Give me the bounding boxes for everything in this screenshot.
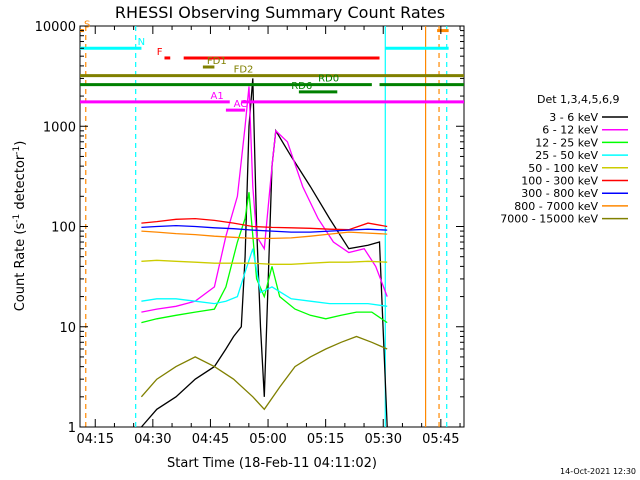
series-lines — [140, 78, 388, 428]
legend-label: 25 - 50 keV — [535, 149, 598, 162]
series-line — [141, 224, 388, 233]
series-line — [140, 335, 388, 411]
series-line — [141, 192, 388, 324]
series-line — [141, 259, 388, 265]
series-line — [141, 217, 388, 231]
legend-label: 6 - 12 keV — [542, 124, 598, 137]
plot-frame — [79, 25, 465, 428]
legend-label: 50 - 100 keV — [528, 162, 598, 175]
x-tick-label: 05:45 — [422, 432, 459, 447]
footer-date: 14-Oct-2021 12:30 — [560, 467, 636, 476]
y-tick-label: 1 — [68, 421, 76, 436]
flag-label: A1 — [211, 91, 224, 102]
x-tick-label: 04:30 — [134, 432, 171, 447]
y-axis-ticks: 1 10 100 1000 10000 — [35, 20, 464, 436]
x-tick-label: 04:45 — [192, 432, 229, 447]
series-line — [141, 230, 388, 240]
flag-label: N — [138, 37, 145, 48]
legend-label: 12 - 25 keV — [535, 136, 598, 149]
flag-label: S — [84, 20, 90, 31]
x-tick-label: 05:30 — [365, 432, 402, 447]
legend-label: 800 - 7000 keV — [514, 200, 598, 213]
x-tick-label: 04:15 — [77, 432, 114, 447]
series-line — [141, 248, 388, 307]
flag-label: RD0 — [318, 74, 339, 85]
flag-label: F — [157, 47, 163, 58]
x-tick-label: 05:00 — [249, 432, 286, 447]
y-tick-label: 10 — [59, 321, 76, 336]
y-tick-label: 1000 — [43, 120, 76, 135]
x-axis-ticks: 04:15 04:30 04:45 05:00 05:15 05:30 05:45 — [77, 26, 461, 447]
flag-label: RD6 — [291, 81, 312, 92]
legend-label: 300 - 800 keV — [521, 187, 598, 200]
y-axis-label: Count Rate (s-1 detector-1) — [12, 141, 28, 312]
y-tick-label: 10000 — [35, 20, 76, 35]
flag-label: AC — [234, 99, 248, 110]
legend-label: 100 - 300 keV — [521, 175, 598, 188]
legend-label: 3 - 6 keV — [549, 111, 598, 124]
legend-title: Det 1,3,4,5,6,9 — [537, 93, 620, 106]
chart-title: RHESSI Observing Summary Count Rates — [115, 3, 445, 22]
flag-label: FD2 — [234, 65, 254, 76]
flag-label: FD1 — [207, 56, 227, 67]
y-tick-label: 100 — [51, 221, 76, 236]
x-axis-label: Start Time (18-Feb-11 04:11:02) — [167, 456, 377, 471]
status-flags: S N F FD1 FD2 RD0 RD6 AC A1 — [80, 20, 464, 112]
series-line — [141, 86, 388, 313]
legend-label: 7000 - 15000 keV — [500, 213, 598, 226]
x-tick-label: 05:15 — [307, 432, 344, 447]
